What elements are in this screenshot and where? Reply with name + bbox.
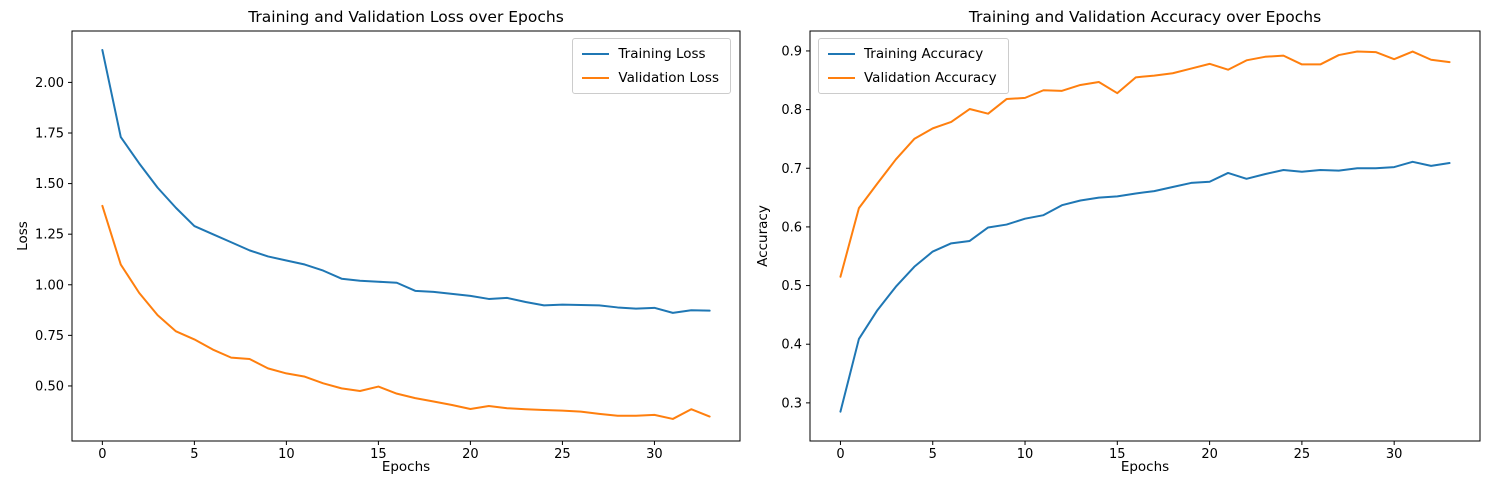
training-loss-line [101,49,711,314]
y-tick-label: 1.50 [35,177,64,192]
x-axis-label: Epochs [381,459,431,475]
y-tick-label: 1.00 [35,278,64,293]
x-tick-label: 25 [554,447,571,462]
legend-item-validation-loss: Validation Loss [582,70,719,86]
x-tick-label: 0 [836,447,844,462]
loss-plot-svg: 0 5 10 15 20 25 30 0.50 0.75 1.00 1.25 1.50 1.75 2.00 [35,30,741,462]
x-tick-label: 0 [98,447,106,462]
x-tick-label: 5 [190,447,198,462]
x-tick-label: 15 [370,447,387,462]
legend-label: Validation Accuracy [864,70,997,86]
x-tick-label: 30 [1386,447,1403,462]
legend: Training Loss Validation Loss [572,38,731,94]
y-tick-label: 0.3 [781,396,802,411]
legend-label: Training Accuracy [864,46,984,62]
y-tick-label: 2.00 [35,76,64,91]
x-axis-label: Epochs [1120,459,1170,475]
legend-item-training-accuracy: Training Accuracy [828,46,997,62]
y-tick-label: 0.4 [781,338,802,353]
x-tick-label: 20 [1201,447,1218,462]
axes-spines [71,30,741,442]
y-tick-label: 0.8 [781,103,802,118]
y-tick-label: 0.5 [781,279,802,294]
y-tick-label: 0.50 [35,379,64,394]
training-accuracy-line [839,160,1451,413]
accuracy-chart: Training and Validation Accuracy over Ep… [744,0,1489,490]
legend-label: Validation Loss [618,70,719,86]
chart-title: Training and Validation Loss over Epochs [248,8,564,26]
legend-line-swatch [828,77,855,79]
legend-line-swatch [582,77,610,79]
legend-label: Training Loss [618,46,706,62]
x-tick-label: 30 [646,447,663,462]
chart-title: Training and Validation Accuracy over Ep… [968,8,1322,26]
axes-spines [809,30,1481,442]
x-tick-label: 10 [278,447,295,462]
y-tick-label: 0.75 [35,329,64,344]
loss-chart: Training and Validation Loss over Epochs… [0,0,744,490]
y-tick-label: 1.25 [35,228,64,243]
y-tick-label: 0.7 [781,162,802,177]
x-tick-label: 15 [1109,447,1126,462]
y-tick-label: 0.6 [781,220,802,235]
validation-accuracy-line [839,50,1451,278]
legend-line-swatch [828,53,855,55]
legend-item-validation-accuracy: Validation Accuracy [828,70,997,86]
accuracy-plot-svg: 0 5 10 15 20 25 30 0.3 0.4 0.5 0.6 0.7 0.8 0.9 [781,30,1481,462]
y-tick-label: 0.9 [781,44,802,59]
legend-item-training-loss: Training Loss [582,46,719,62]
x-tick-label: 20 [462,447,479,462]
validation-loss-line [101,204,711,420]
x-tick-label: 25 [1294,447,1311,462]
x-tick-label: 5 [929,447,937,462]
legend: Training Accuracy Validation Accuracy [818,38,1009,94]
y-tick-label: 1.75 [35,126,64,141]
legend-line-swatch [582,53,610,55]
x-tick-label: 10 [1017,447,1034,462]
